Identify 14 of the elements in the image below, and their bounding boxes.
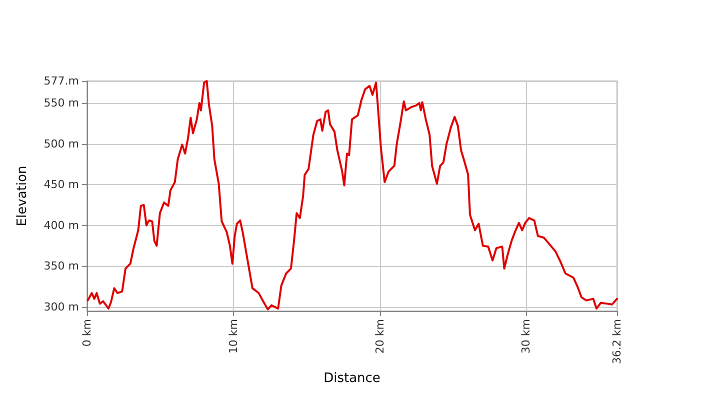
x-tick-label: 36.2 km	[610, 319, 624, 364]
x-tick-label: 30 km	[520, 319, 533, 354]
y-axis-title: Elevation	[15, 166, 30, 226]
y-tick-label: 550 m	[44, 96, 79, 110]
y-tick-label: 300 m	[44, 300, 79, 314]
x-axis-title: Distance	[324, 371, 380, 386]
y-tick-label: 400 m	[44, 218, 79, 232]
y-tick-label: 350 m	[44, 260, 79, 273]
y-tick-label: 450 m	[44, 178, 79, 192]
y-tick-label: 500 m	[44, 137, 79, 150]
y-tick-label: 577.m	[44, 74, 79, 88]
x-tick-label: 20 km	[373, 319, 386, 354]
x-tick-label: 10 km	[226, 319, 240, 354]
x-tick-label: 0 km	[80, 319, 94, 347]
